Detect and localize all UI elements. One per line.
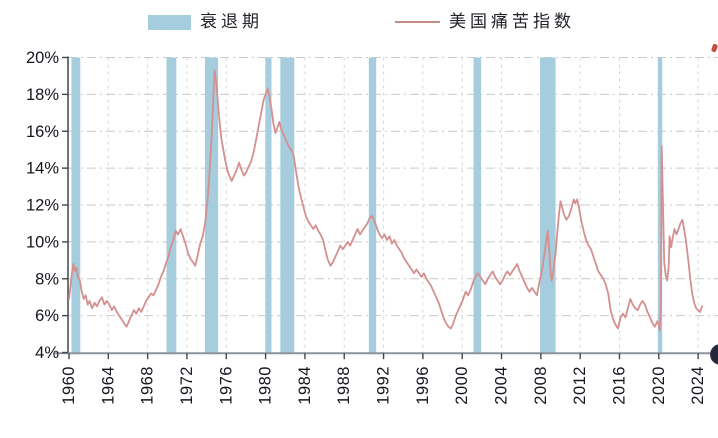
x-tick-label: 1968 xyxy=(139,366,157,405)
x-tick-label: 2008 xyxy=(532,366,550,405)
y-tick-label: 20% xyxy=(26,49,59,67)
y-tick-label: 18% xyxy=(26,86,59,104)
x-tick-label: 2004 xyxy=(493,366,511,405)
x-tick-label: 1988 xyxy=(335,366,353,405)
misery-index-line xyxy=(68,69,703,332)
x-tick-label: 2020 xyxy=(650,366,668,405)
x-tick-label: 1980 xyxy=(257,366,275,405)
x-tick-label: 1976 xyxy=(217,366,235,405)
recession-band xyxy=(280,57,295,353)
y-tick-label: 14% xyxy=(26,160,59,178)
x-tick-label: 2016 xyxy=(610,366,628,405)
recession-band xyxy=(204,57,219,353)
legend-misery-label: 美国痛苦指数 xyxy=(449,12,575,32)
recession-band xyxy=(540,57,556,353)
x-tick-label: 2024 xyxy=(689,366,707,405)
recession-band-swatch xyxy=(148,14,191,30)
y-tick-label: 12% xyxy=(26,197,59,215)
x-tick-label: 1992 xyxy=(375,366,393,405)
legend-item-misery-index: 美国痛苦指数 xyxy=(395,10,575,34)
chart-legend: 衰退期 美国痛苦指数 xyxy=(0,10,718,36)
y-tick-label: 8% xyxy=(35,270,59,288)
legend-recession-label: 衰退期 xyxy=(200,12,263,32)
legend-item-recession: 衰退期 xyxy=(148,10,263,34)
recession-band xyxy=(265,57,272,353)
recession-band xyxy=(473,57,482,353)
recession-band xyxy=(657,57,663,353)
x-tick-label: 1964 xyxy=(99,366,117,405)
y-tick-label: 6% xyxy=(35,307,59,325)
recession-band xyxy=(166,57,177,353)
x-tick-label: 1996 xyxy=(414,366,432,405)
y-tick-label: 10% xyxy=(26,233,59,251)
x-tick-label: 1972 xyxy=(178,366,196,405)
x-tick-label: 2000 xyxy=(453,366,471,405)
misery-line-swatch xyxy=(395,21,440,23)
x-tick-label: 1984 xyxy=(296,366,314,405)
y-tick-label: 4% xyxy=(35,344,59,362)
x-tick-label: 2012 xyxy=(571,366,589,405)
x-tick-label: 1960 xyxy=(60,366,78,405)
recession-band xyxy=(71,57,81,353)
y-tick-label: 16% xyxy=(26,123,59,141)
recession-band xyxy=(368,57,377,353)
